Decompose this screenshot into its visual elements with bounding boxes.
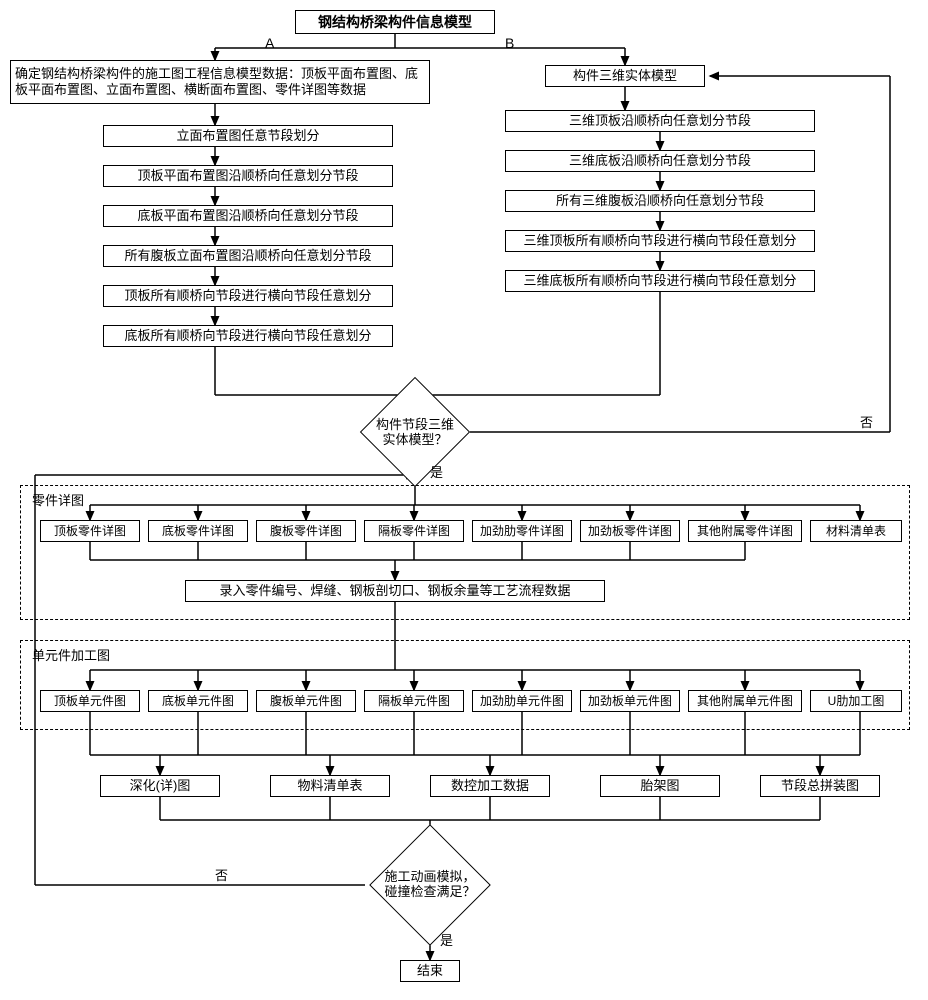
right-step-4: 三维底板所有顺桥向节段进行横向节段任意划分 xyxy=(505,270,815,292)
d1-no: 否 xyxy=(860,412,873,431)
left-step-1: 顶板平面布置图沿顺桥向任意划分节段 xyxy=(103,165,393,187)
row1-1: 底板零件详图 xyxy=(148,520,248,542)
process-input-box: 录入零件编号、焊缝、钢板剖切口、钢板余量等工艺流程数据 xyxy=(185,580,605,602)
end-box: 结束 xyxy=(400,960,460,982)
row1-7: 材料清单表 xyxy=(810,520,902,542)
row3-0: 深化(详)图 xyxy=(100,775,220,797)
row1-5: 加劲板零件详图 xyxy=(580,520,680,542)
row1-3: 隔板零件详图 xyxy=(364,520,464,542)
d2-no: 否 xyxy=(215,865,228,884)
row2-5: 加劲板单元件图 xyxy=(580,690,680,712)
group-2-label: 单元件加工图 xyxy=(32,645,110,664)
row2-3: 隔板单元件图 xyxy=(364,690,464,712)
d2-yes: 是 xyxy=(440,930,453,949)
right-step-3: 三维顶板所有顺桥向节段进行横向节段任意划分 xyxy=(505,230,815,252)
left-step-4: 顶板所有顺桥向节段进行横向节段任意划分 xyxy=(103,285,393,307)
row2-4: 加劲肋单元件图 xyxy=(472,690,572,712)
group-1-label: 零件详图 xyxy=(32,490,84,509)
row3-3: 胎架图 xyxy=(600,775,720,797)
d1-yes: 是 xyxy=(430,462,443,481)
row1-4: 加劲肋零件详图 xyxy=(472,520,572,542)
row1-2: 腹板零件详图 xyxy=(256,520,356,542)
decision-2: 施工动画模拟， 碰撞检查满足？ xyxy=(370,855,490,915)
decision-1: 构件节段三维 实体模型？ xyxy=(360,405,470,460)
label-a: A xyxy=(265,35,274,51)
row2-1: 底板单元件图 xyxy=(148,690,248,712)
row1-6: 其他附属零件详图 xyxy=(688,520,802,542)
right-top-box: 构件三维实体模型 xyxy=(545,65,705,87)
left-step-5: 底板所有顺桥向节段进行横向节段任意划分 xyxy=(103,325,393,347)
row1-0: 顶板零件详图 xyxy=(40,520,140,542)
right-step-1: 三维底板沿顺桥向任意划分节段 xyxy=(505,150,815,172)
row3-1: 物料清单表 xyxy=(270,775,390,797)
row2-7: U肋加工图 xyxy=(810,690,902,712)
group-2-dashed xyxy=(20,640,910,730)
row3-4: 节段总拼装图 xyxy=(760,775,880,797)
left-top-description: 确定钢结构桥梁构件的施工图工程信息模型数据：顶板平面布置图、底板平面布置图、立面… xyxy=(10,60,430,104)
row2-2: 腹板单元件图 xyxy=(256,690,356,712)
row2-6: 其他附属单元件图 xyxy=(688,690,802,712)
label-b: B xyxy=(505,35,514,51)
right-step-2: 所有三维腹板沿顺桥向任意划分节段 xyxy=(505,190,815,212)
row2-0: 顶板单元件图 xyxy=(40,690,140,712)
top-title: 钢结构桥梁构件信息模型 xyxy=(295,10,495,34)
left-step-2: 底板平面布置图沿顺桥向任意划分节段 xyxy=(103,205,393,227)
left-step-0: 立面布置图任意节段划分 xyxy=(103,125,393,147)
right-step-0: 三维顶板沿顺桥向任意划分节段 xyxy=(505,110,815,132)
left-step-3: 所有腹板立面布置图沿顺桥向任意划分节段 xyxy=(103,245,393,267)
row3-2: 数控加工数据 xyxy=(430,775,550,797)
